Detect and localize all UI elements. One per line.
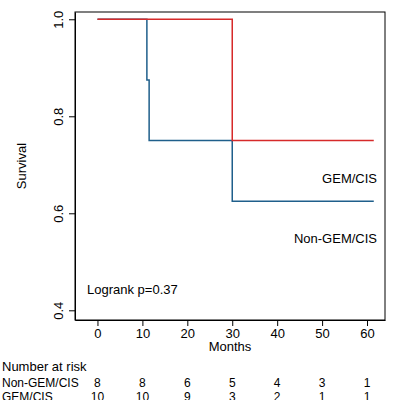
x-tick-mark: [187, 320, 188, 326]
y-axis-title: Survival: [14, 143, 29, 189]
risk-count: 6: [184, 376, 191, 390]
x-tick-label: 60: [360, 326, 374, 341]
risk-count: 2: [274, 390, 281, 400]
x-tick-label: 0: [94, 326, 101, 341]
x-tick: 0: [94, 320, 101, 341]
risk-count: 10: [136, 390, 150, 400]
risk-count: 10: [91, 390, 105, 400]
risk-count: 3: [229, 390, 236, 400]
y-tick: 0.6: [51, 205, 75, 223]
x-tick-mark: [277, 320, 278, 326]
y-tick-label: 0.8: [51, 108, 66, 126]
risk-count: 5: [229, 376, 236, 390]
y-tick: 0.8: [51, 108, 75, 126]
chart: 01020304050600.40.60.81.0MonthsSurvivalN…: [0, 0, 395, 400]
x-tick-mark: [142, 320, 143, 326]
y-axis: 0.4 0.6 0.8 1.0: [51, 11, 76, 321]
y-tick-label: 0.6: [51, 205, 66, 223]
y-tick-mark: [69, 19, 75, 20]
x-tick: 40: [270, 320, 284, 341]
y-tick: 1.0: [51, 11, 75, 29]
x-axis-title: Months: [209, 339, 252, 354]
x-tick-mark: [367, 320, 368, 326]
y-tick-mark: [69, 213, 75, 214]
x-tick: 60: [360, 320, 374, 341]
risk-count: 1: [364, 390, 371, 400]
x-tick-mark: [97, 320, 98, 326]
series-label: Non-GEM/CIS: [294, 231, 377, 246]
x-tick-label: 20: [181, 326, 195, 341]
survival-line: [97, 19, 373, 140]
risk-table-title: Number at risk: [2, 359, 87, 374]
y-tick-label: 1.0: [51, 11, 66, 29]
risk-count: 8: [94, 376, 101, 390]
x-axis-line: [76, 320, 386, 321]
risk-count: 1: [319, 390, 326, 400]
risk-row-label: GEM/CIS: [2, 390, 53, 400]
risk-count: 9: [184, 390, 191, 400]
x-tick-label: 50: [315, 326, 329, 341]
y-tick-mark: [69, 116, 75, 117]
x-tick-label: 40: [270, 326, 284, 341]
y-tick-mark: [69, 310, 75, 311]
series-label: GEM/CIS: [322, 171, 377, 186]
risk-row-label: Non-GEM/CIS: [2, 376, 79, 390]
y-tick-label: 0.4: [51, 302, 66, 320]
x-tick: 10: [136, 320, 150, 341]
risk-count: 8: [139, 376, 146, 390]
x-tick-mark: [322, 320, 323, 326]
x-tick-mark: [232, 320, 233, 326]
y-axis-line: [75, 13, 76, 321]
risk-count: 1: [364, 376, 371, 390]
x-tick: 50: [315, 320, 329, 341]
logrank-annotation: Logrank p=0.37: [87, 282, 178, 297]
plot-frame: [75, 12, 385, 320]
risk-count: 3: [319, 376, 326, 390]
y-tick: 0.4: [51, 302, 75, 320]
x-tick-label: 10: [136, 326, 150, 341]
risk-count: 4: [274, 376, 281, 390]
x-tick: 20: [181, 320, 195, 341]
